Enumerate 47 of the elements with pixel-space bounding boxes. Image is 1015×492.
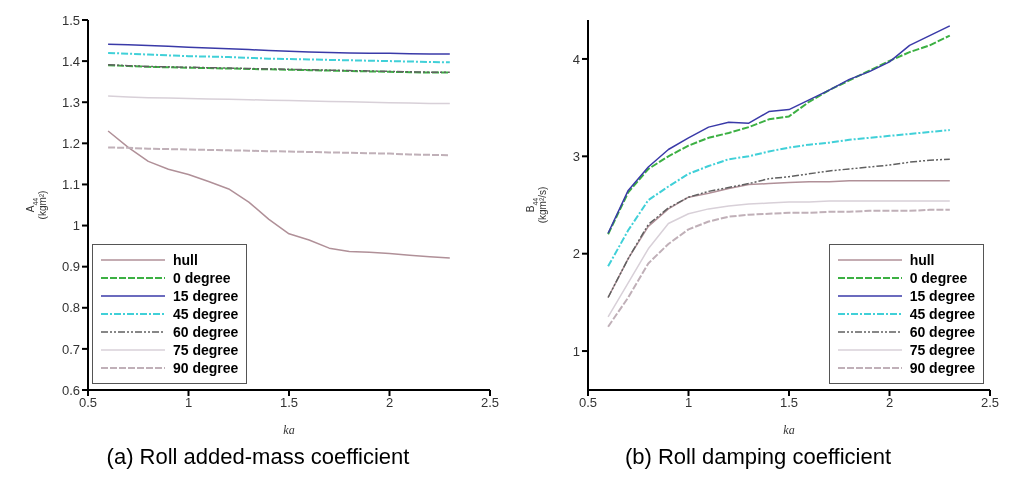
x-tick-label: 2.5 xyxy=(480,395,500,411)
line-series xyxy=(107,43,451,55)
y-tick-label: 0.7 xyxy=(61,341,80,357)
legend-label: 60 degree xyxy=(909,324,975,340)
legend-label: 60 degree xyxy=(173,324,239,340)
y-tick-label: 3 xyxy=(572,148,580,164)
legend-label: 90 degree xyxy=(909,360,975,376)
y-tick-label: 2 xyxy=(572,246,580,262)
legend-label: 45 degree xyxy=(909,306,975,322)
legend-label: hull xyxy=(909,252,935,268)
line-series xyxy=(107,51,451,64)
x-tick-label: 1.5 xyxy=(779,395,799,411)
legend-label: 0 degree xyxy=(909,270,968,286)
legend-label: 15 degree xyxy=(909,288,975,304)
legend-label: 45 degree xyxy=(173,306,239,322)
text: (b) Roll damping coefficient xyxy=(623,444,893,470)
y-tick-label: 1.2 xyxy=(61,135,80,151)
legend-label: 90 degree xyxy=(173,360,239,376)
x-tick-label: 2 xyxy=(885,395,894,411)
text: (a) Roll added-mass coefficient xyxy=(105,444,411,470)
legend-label: hull xyxy=(173,252,198,268)
y-tick-label: 0.6 xyxy=(61,382,80,398)
y-tick-label: 1 xyxy=(72,218,80,234)
x-tick-label: 0.5 xyxy=(78,395,98,411)
y-tick-label: 4 xyxy=(572,51,580,67)
x-axis-title: ka xyxy=(283,423,295,437)
legend-label: 75 degree xyxy=(909,342,975,358)
y-tick-label: 0.8 xyxy=(61,300,80,316)
x-tick-label: 2 xyxy=(385,395,394,411)
y-tick-label: 1.5 xyxy=(61,12,80,28)
y-tick-label: 1 xyxy=(572,343,580,359)
y-tick-label: 1.3 xyxy=(61,94,80,110)
x-tick-label: 1 xyxy=(184,395,193,411)
line-series xyxy=(107,146,451,157)
line-series xyxy=(107,95,451,105)
x-tick-label: 0.5 xyxy=(578,395,598,411)
x-tick-label: 1.5 xyxy=(279,395,299,411)
legend-label: 15 degree xyxy=(173,288,239,304)
legend-label: 75 degree xyxy=(173,342,239,358)
line-series xyxy=(607,129,951,268)
y-tick-label: 1.1 xyxy=(61,177,80,193)
y-tick-label: 0.9 xyxy=(61,259,80,275)
y-tick-label: 1.4 xyxy=(61,53,80,69)
x-tick-label: 1 xyxy=(684,395,693,411)
legend-label: 0 degree xyxy=(173,270,231,286)
x-axis-title: ka xyxy=(783,423,795,437)
x-tick-label: 2.5 xyxy=(980,395,1000,411)
